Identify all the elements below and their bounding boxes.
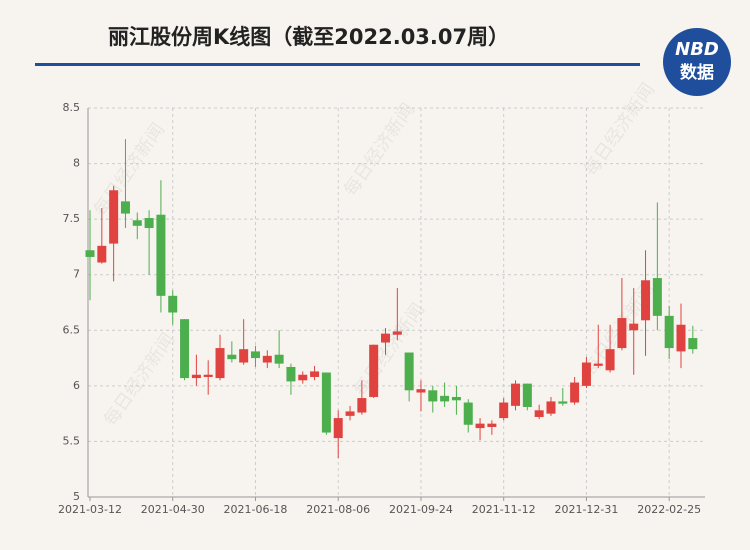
candle-body bbox=[593, 363, 603, 366]
candle-body bbox=[381, 333, 390, 343]
candle-body bbox=[120, 201, 130, 214]
candle-body bbox=[274, 354, 284, 364]
x-tick-label: 2021-11-12 bbox=[472, 503, 536, 516]
candle-body bbox=[239, 349, 249, 363]
candle-body bbox=[581, 362, 591, 386]
chart-title: 丽江股份周K线图（截至2022.03.07周） bbox=[108, 25, 509, 49]
candle-body bbox=[475, 423, 485, 429]
candle-body bbox=[144, 218, 154, 229]
candle-body bbox=[132, 220, 142, 226]
candle-body bbox=[570, 382, 580, 403]
candle-body bbox=[664, 315, 674, 349]
candle-body bbox=[97, 245, 107, 263]
candle-body bbox=[652, 278, 662, 316]
candle-body bbox=[392, 331, 402, 335]
candle-body bbox=[534, 410, 544, 417]
y-tick-label: 5.5 bbox=[63, 434, 81, 447]
candle-body bbox=[641, 280, 651, 321]
y-tick-label: 7.5 bbox=[63, 212, 81, 225]
y-tick-label: 6 bbox=[73, 379, 80, 392]
candle-body bbox=[203, 374, 213, 377]
candle-body bbox=[191, 374, 201, 379]
candle-body bbox=[286, 366, 296, 382]
candle-body bbox=[676, 324, 686, 352]
x-tick-label: 2021-12-31 bbox=[554, 503, 618, 516]
y-tick-label: 6.5 bbox=[63, 323, 81, 336]
candle-body bbox=[546, 401, 556, 414]
x-tick-label: 2022-02-25 bbox=[637, 503, 701, 516]
candle-body bbox=[180, 319, 190, 379]
y-tick-label: 8.5 bbox=[63, 101, 81, 114]
candle-body bbox=[298, 374, 308, 381]
x-tick-label: 2021-04-30 bbox=[141, 503, 205, 516]
candle-body bbox=[156, 214, 166, 296]
candle-body bbox=[85, 250, 95, 257]
candle-body bbox=[463, 402, 473, 425]
candle-body bbox=[487, 423, 497, 427]
candle-body bbox=[629, 323, 639, 331]
watermark: 每日经济新闻 bbox=[340, 99, 419, 200]
candle-body bbox=[168, 295, 178, 313]
candle-body bbox=[250, 351, 260, 359]
candle-body bbox=[416, 389, 426, 393]
candle-body bbox=[605, 349, 615, 371]
x-tick-label: 2021-06-18 bbox=[224, 503, 288, 516]
candle-body bbox=[558, 401, 568, 404]
watermark: 每日经济新闻 bbox=[100, 329, 179, 430]
candle-body bbox=[499, 402, 509, 419]
candle-body bbox=[262, 355, 272, 363]
candle-body bbox=[109, 190, 119, 244]
candle-body bbox=[357, 398, 367, 413]
candle-body bbox=[511, 383, 521, 406]
candle-body bbox=[522, 383, 532, 407]
title-rule bbox=[35, 63, 640, 66]
candle-body bbox=[617, 318, 627, 349]
y-tick-label: 8 bbox=[73, 157, 80, 170]
candle-body bbox=[688, 338, 698, 350]
candle-body bbox=[310, 371, 320, 377]
candle-body bbox=[215, 348, 225, 379]
candle-body bbox=[321, 372, 331, 433]
candle-body bbox=[428, 390, 438, 402]
logo-top: NBD bbox=[675, 39, 719, 60]
candle-body bbox=[451, 396, 461, 401]
candle-body bbox=[404, 352, 414, 391]
y-tick-label: 5 bbox=[73, 490, 80, 503]
logo bbox=[663, 28, 731, 96]
watermark: 每日经济新闻 bbox=[580, 79, 659, 180]
y-tick-label: 7 bbox=[73, 268, 80, 281]
candle-body bbox=[345, 411, 355, 416]
candle-body bbox=[333, 418, 343, 439]
candle-body bbox=[227, 354, 237, 360]
logo-bottom: 数据 bbox=[680, 62, 714, 83]
candle-body bbox=[440, 395, 450, 402]
candle-body bbox=[369, 344, 379, 397]
x-tick-label: 2021-09-24 bbox=[389, 503, 453, 516]
x-tick-label: 2021-08-06 bbox=[306, 503, 370, 516]
x-tick-label: 2021-03-12 bbox=[58, 503, 122, 516]
